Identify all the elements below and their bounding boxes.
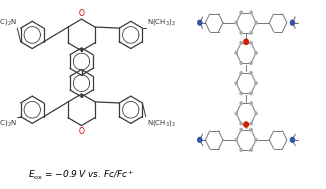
Circle shape <box>244 122 248 127</box>
Circle shape <box>240 102 242 105</box>
Circle shape <box>240 41 242 44</box>
Circle shape <box>255 52 257 54</box>
Circle shape <box>250 62 252 64</box>
Circle shape <box>240 128 242 131</box>
Circle shape <box>290 137 294 142</box>
Circle shape <box>250 41 252 44</box>
Circle shape <box>235 112 237 115</box>
Circle shape <box>250 32 252 34</box>
Text: $\mathit{E}_{\mathrm{ox}}$ = −0.9 V vs. Fc/Fc$^+$: $\mathit{E}_{\mathrm{ox}}$ = −0.9 V vs. … <box>28 169 135 182</box>
Circle shape <box>250 11 252 14</box>
Circle shape <box>235 139 237 141</box>
Circle shape <box>250 92 252 95</box>
Circle shape <box>250 102 252 105</box>
Circle shape <box>240 122 242 125</box>
Circle shape <box>250 72 252 74</box>
Circle shape <box>255 112 257 115</box>
Text: N(CH$_3$)$_2$: N(CH$_3$)$_2$ <box>147 118 175 128</box>
Circle shape <box>240 72 242 74</box>
Text: (H$_3$C)$_2$N: (H$_3$C)$_2$N <box>0 17 16 27</box>
Circle shape <box>235 82 237 84</box>
Circle shape <box>240 92 242 95</box>
Text: O: O <box>79 127 84 136</box>
Text: N(CH$_3$)$_2$: N(CH$_3$)$_2$ <box>147 17 175 27</box>
Circle shape <box>255 139 257 141</box>
Circle shape <box>240 62 242 64</box>
Circle shape <box>240 11 242 14</box>
Text: (H$_3$C)$_2$N: (H$_3$C)$_2$N <box>0 118 16 128</box>
Circle shape <box>198 137 202 142</box>
Circle shape <box>240 32 242 34</box>
Circle shape <box>244 39 248 44</box>
Circle shape <box>235 52 237 54</box>
Circle shape <box>240 149 242 151</box>
Circle shape <box>250 128 252 131</box>
Text: O: O <box>79 9 84 18</box>
Circle shape <box>250 122 252 125</box>
Circle shape <box>198 20 202 25</box>
Circle shape <box>255 21 257 24</box>
Circle shape <box>290 20 294 25</box>
Circle shape <box>235 21 237 24</box>
Circle shape <box>255 82 257 84</box>
Circle shape <box>250 149 252 151</box>
